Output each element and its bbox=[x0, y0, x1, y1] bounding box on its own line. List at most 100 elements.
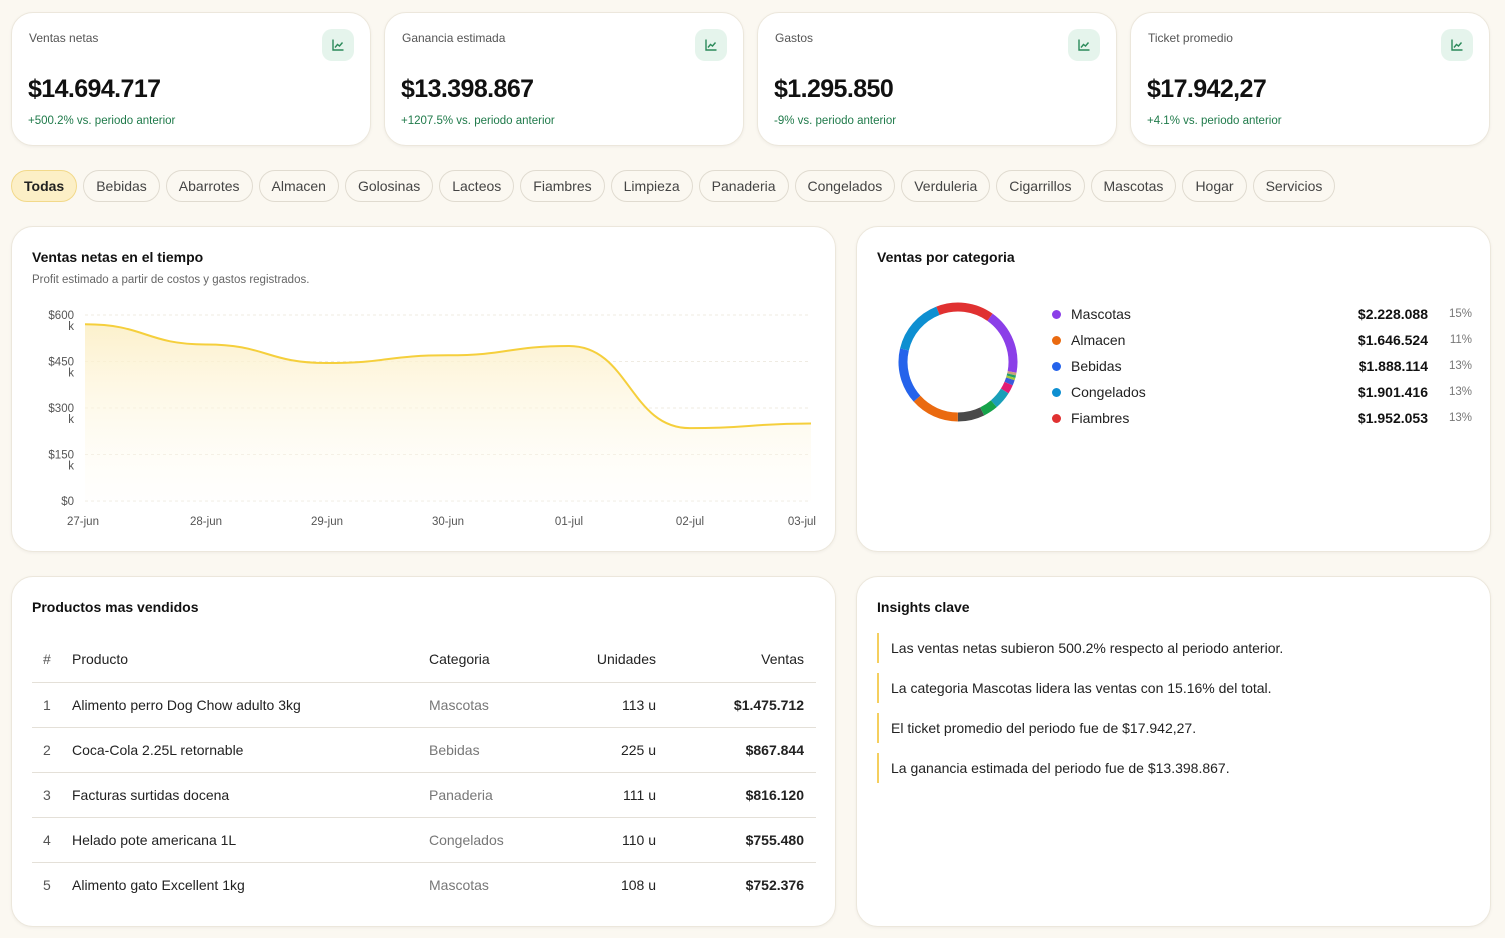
filter-pill-mascotas[interactable]: Mascotas bbox=[1090, 170, 1177, 202]
donut-slice-bebidas[interactable] bbox=[898, 348, 921, 402]
cell-rank: 1 bbox=[32, 682, 72, 728]
category-donut-chart bbox=[898, 302, 1018, 422]
top-products-card: Productos mas vendidos # Producto Catego… bbox=[11, 576, 836, 927]
filter-pill-lacteos[interactable]: Lacteos bbox=[439, 170, 515, 202]
cell-sales: $755.480 bbox=[656, 817, 816, 863]
y-tick-suffix: k bbox=[68, 321, 74, 333]
legend-name: Fiambres bbox=[1071, 410, 1130, 426]
x-tick-label: 01-jul bbox=[555, 516, 583, 528]
filter-pill-fiambres[interactable]: Fiambres bbox=[520, 170, 605, 202]
legend-dot bbox=[1052, 387, 1061, 397]
table-row[interactable]: 5 Alimento gato Excellent 1kg Mascotas 1… bbox=[32, 862, 816, 907]
insight-item: El ticket promedio del periodo fue de $1… bbox=[877, 713, 1283, 743]
y-tick-label: $150 bbox=[48, 450, 74, 462]
kpi-value: $1.295.850 bbox=[774, 75, 894, 103]
kpi-label: Ventas netas bbox=[29, 31, 99, 45]
filter-pill-limpieza[interactable]: Limpieza bbox=[610, 170, 693, 202]
donut-slice-verduleria[interactable] bbox=[1004, 377, 1015, 386]
legend-value: $1.901.416 bbox=[1357, 384, 1428, 400]
card-subtitle: Profit estimado a partir de costos y gas… bbox=[32, 274, 310, 286]
kpi-delta: +4.1% vs. periodo anterior bbox=[1147, 115, 1282, 127]
kpi-card-ganancia-estimada: Ganancia estimada $13.398.867 +1207.5% v… bbox=[384, 12, 744, 146]
cell-category: Mascotas bbox=[429, 876, 489, 893]
legend-item-mascotas[interactable]: Mascotas $2.228.088 15% bbox=[1052, 301, 1472, 327]
cell-product: Alimento gato Excellent 1kg bbox=[72, 876, 245, 893]
card-title: Ventas netas en el tiempo bbox=[32, 249, 204, 265]
filter-pill-servicios[interactable]: Servicios bbox=[1252, 170, 1336, 202]
cell-product: Helado pote americana 1L bbox=[72, 817, 429, 863]
donut-slice-fiambres[interactable] bbox=[936, 302, 993, 322]
table-row[interactable]: 2 Coca-Cola 2.25L retornable Bebidas 225… bbox=[32, 727, 816, 773]
trend-up-icon bbox=[695, 29, 727, 61]
cell-product: Alimento perro Dog Chow adulto 3kg bbox=[72, 682, 429, 728]
legend-value: $2.228.088 bbox=[1357, 306, 1428, 322]
donut-slice-golosinas[interactable] bbox=[980, 400, 997, 416]
sales-by-category-card: Ventas por categoria Mascotas $2.228.088 1… bbox=[856, 226, 1491, 552]
legend-item-almacen[interactable]: Almacen $1.646.524 11% bbox=[1052, 327, 1472, 353]
donut-slice-congelados[interactable] bbox=[900, 306, 940, 351]
filter-pill-cigarrillos[interactable]: Cigarrillos bbox=[996, 170, 1085, 202]
legend-pct: 13% bbox=[1448, 386, 1472, 398]
filter-pill-almacen[interactable]: Almacen bbox=[258, 170, 339, 202]
card-title: Ventas por categoria bbox=[877, 249, 1015, 265]
trend-up-icon bbox=[1068, 29, 1100, 61]
kpi-value: $17.942,27 bbox=[1147, 75, 1267, 103]
filter-pill-hogar[interactable]: Hogar bbox=[1182, 170, 1247, 202]
donut-slice-servicios[interactable] bbox=[1006, 373, 1016, 378]
x-tick-label: 29-jun bbox=[311, 516, 343, 528]
legend-name: Bebidas bbox=[1071, 358, 1122, 374]
filter-pill-congelados[interactable]: Congelados bbox=[794, 170, 896, 202]
x-tick-label: 03-jul bbox=[788, 516, 816, 528]
table-row[interactable]: 3 Facturas surtidas docena Panaderia 111… bbox=[32, 772, 816, 818]
cell-units: 225 u bbox=[559, 727, 656, 773]
y-tick-label: $450 bbox=[48, 357, 74, 369]
table-row[interactable]: 1 Alimento perro Dog Chow adulto 3kg Mas… bbox=[32, 682, 816, 728]
donut-slice-limpieza[interactable] bbox=[1000, 381, 1013, 394]
legend-pct: 13% bbox=[1448, 360, 1472, 372]
card-title: Insights clave bbox=[877, 599, 970, 615]
header-product: Producto bbox=[72, 637, 429, 683]
legend-value: $1.952.053 bbox=[1357, 410, 1428, 426]
kpi-card-gastos: Gastos $1.295.850 -9% vs. periodo anteri… bbox=[757, 12, 1117, 146]
y-tick-label: $600 bbox=[48, 310, 74, 322]
donut-slice-panaderia[interactable] bbox=[957, 407, 985, 422]
insight-item: La ganancia estimada del periodo fue de … bbox=[877, 753, 1283, 783]
legend-dot bbox=[1052, 413, 1061, 423]
cell-rank: 3 bbox=[32, 772, 72, 818]
cell-rank: 5 bbox=[43, 876, 51, 893]
donut-slice-hogar[interactable] bbox=[1007, 371, 1017, 376]
trend-up-icon bbox=[1441, 29, 1473, 61]
filter-pill-verduleria[interactable]: Verduleria bbox=[901, 170, 991, 202]
y-tick-label: $300 bbox=[48, 403, 74, 415]
filter-pill-todas[interactable]: Todas bbox=[11, 170, 78, 202]
category-filter-bar: Todas Bebidas Abarrotes Almacen Golosina… bbox=[11, 170, 1336, 202]
header-sales: Ventas bbox=[656, 637, 816, 683]
filter-pill-panaderia[interactable]: Panaderia bbox=[698, 170, 789, 202]
donut-slice-mascotas[interactable] bbox=[987, 313, 1018, 373]
filter-pill-abarrotes[interactable]: Abarrotes bbox=[165, 170, 253, 202]
cell-category: Mascotas bbox=[429, 682, 559, 728]
legend-item-fiambres[interactable]: Fiambres $1.952.053 13% bbox=[1052, 405, 1472, 431]
donut-slice-almacen[interactable] bbox=[913, 395, 959, 422]
cell-product: Facturas surtidas docena bbox=[72, 772, 429, 818]
legend-item-bebidas[interactable]: Bebidas $1.888.114 13% bbox=[1052, 353, 1472, 379]
legend-item-congelados[interactable]: Congelados $1.901.416 13% bbox=[1052, 379, 1472, 405]
legend-name: Mascotas bbox=[1071, 306, 1131, 322]
cell-sales: $1.475.712 bbox=[656, 682, 816, 728]
cell-rank: 4 bbox=[32, 817, 72, 863]
kpi-label: Ganancia estimada bbox=[402, 31, 506, 45]
cell-product: Coca-Cola 2.25L retornable bbox=[72, 727, 429, 773]
filter-pill-bebidas[interactable]: Bebidas bbox=[83, 170, 160, 202]
table-row[interactable]: 4 Helado pote americana 1L Congelados 11… bbox=[32, 817, 816, 863]
y-tick-suffix: k bbox=[68, 461, 74, 473]
donut-slice-lacteos[interactable] bbox=[990, 388, 1009, 408]
card-title: Productos mas vendidos bbox=[32, 599, 199, 615]
kpi-delta: +500.2% vs. periodo anterior bbox=[28, 115, 176, 127]
cell-category: Bebidas bbox=[429, 727, 559, 773]
header-rank: # bbox=[32, 637, 72, 683]
legend-name: Congelados bbox=[1071, 384, 1146, 400]
filter-pill-golosinas[interactable]: Golosinas bbox=[344, 170, 434, 202]
donut-slice-cigarrillos[interactable] bbox=[1006, 375, 1016, 381]
x-tick-label: 28-jun bbox=[190, 516, 222, 528]
